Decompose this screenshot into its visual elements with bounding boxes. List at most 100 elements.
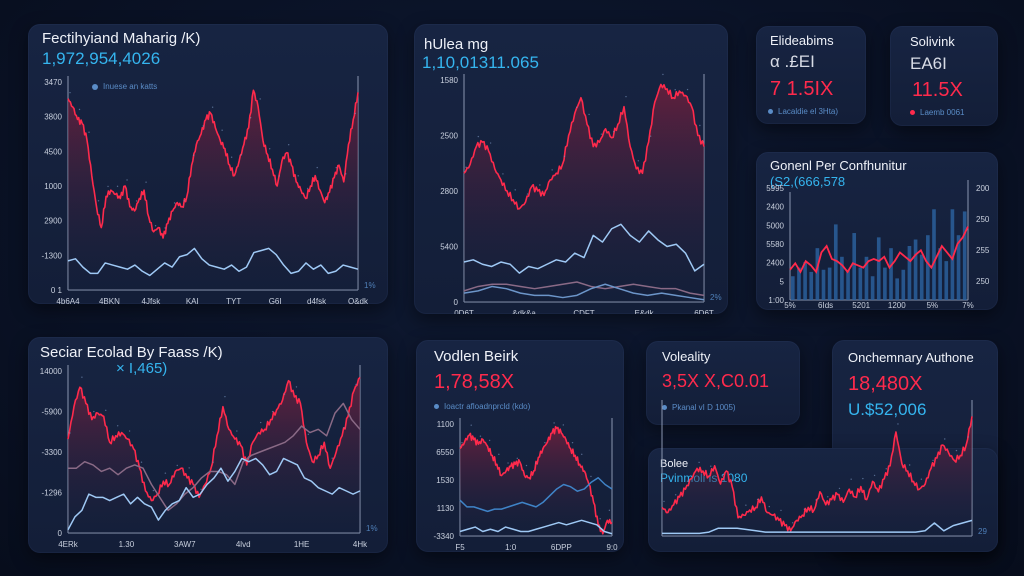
panel-4: Solivink EA6I 11.5X Laemb 0061 bbox=[890, 26, 998, 126]
series-line-blue bbox=[459, 477, 613, 513]
bar bbox=[870, 276, 875, 300]
noise-dot bbox=[590, 475, 592, 478]
noise-dot bbox=[710, 465, 712, 467]
noise-dot bbox=[259, 98, 261, 100]
series-line-red bbox=[463, 83, 705, 210]
noise-dot bbox=[88, 131, 90, 133]
noise-dot bbox=[873, 474, 876, 477]
noise-dot bbox=[164, 227, 166, 229]
bar bbox=[846, 269, 850, 300]
bar bbox=[919, 254, 924, 300]
panel-4-legend-label: Laemb 0061 bbox=[920, 108, 965, 117]
series-line-lightblue bbox=[67, 457, 361, 531]
bar bbox=[883, 267, 887, 300]
noise-dot bbox=[637, 160, 640, 162]
noise-dot bbox=[571, 441, 574, 444]
x-tick-label: 1:0 bbox=[505, 543, 517, 552]
noise-dot bbox=[674, 494, 677, 496]
y-tick-label: 0 bbox=[454, 298, 459, 307]
noise-dot bbox=[287, 144, 290, 146]
bar bbox=[932, 209, 936, 300]
panel-1-value: 1,972,954,4026 bbox=[42, 49, 161, 68]
x-tick-label: 5201 bbox=[852, 301, 870, 310]
noise-dot bbox=[815, 499, 817, 501]
y-tick-label: -3300 bbox=[42, 448, 63, 457]
y-tick-label: 5 bbox=[780, 277, 785, 286]
noise-dot bbox=[278, 175, 280, 177]
noise-dot bbox=[600, 133, 603, 135]
noise-dot bbox=[507, 462, 509, 464]
noise-dot bbox=[745, 504, 747, 506]
x-tick-label: 6D6T bbox=[694, 309, 714, 314]
panel-7-legend: Ioactr afloadnprcld (kdo) bbox=[434, 402, 530, 411]
noise-dot bbox=[331, 457, 333, 459]
x-tick-label: KAI bbox=[186, 297, 199, 304]
x-tick-label: 1HE bbox=[294, 540, 310, 549]
y-tick-label: 1000 bbox=[44, 182, 62, 191]
bar bbox=[840, 256, 844, 300]
panel-10-title: Bolee bbox=[660, 458, 689, 470]
noise-dot bbox=[967, 436, 969, 438]
panel-1-legend-label: Inuese an katts bbox=[103, 82, 158, 91]
chart-1: 3470 3800 4500 1000 2900 -1300 0 1 4b6A4 4BKN 4Jf… bbox=[42, 76, 376, 304]
bar bbox=[797, 267, 801, 300]
noise-dot bbox=[862, 477, 864, 480]
y-tick-label: 5995 bbox=[766, 184, 784, 193]
y-tick-label: 2900 bbox=[44, 217, 62, 226]
noise-dot bbox=[211, 106, 214, 108]
panel-3-value: 7 1.5IX bbox=[770, 78, 834, 100]
noise-dot bbox=[756, 498, 759, 501]
noise-dot bbox=[699, 124, 701, 127]
y-tick-label: 6550 bbox=[436, 448, 454, 457]
y-tick-label: 1530 bbox=[436, 476, 454, 485]
x-tick-label: 6DPP bbox=[551, 543, 572, 552]
panel-9-title: Onchemnary Authone bbox=[848, 350, 974, 365]
panel-9-value-blue: U.$52,006 bbox=[848, 400, 927, 419]
noise-dot bbox=[488, 439, 491, 442]
noise-dot bbox=[662, 73, 664, 76]
noise-dot bbox=[236, 430, 238, 432]
series-line-lightblue bbox=[463, 223, 705, 274]
noise-dot bbox=[479, 435, 482, 437]
noise-dot bbox=[920, 478, 923, 480]
noise-dot bbox=[686, 480, 689, 482]
noise-dot bbox=[307, 187, 309, 190]
bar bbox=[791, 276, 795, 300]
noise-dot bbox=[850, 478, 852, 480]
noise-dot bbox=[544, 441, 546, 444]
noise-dot bbox=[259, 421, 262, 424]
noise-dot bbox=[145, 181, 147, 183]
noise-dot bbox=[803, 508, 806, 510]
y-tick-label: 0 1 bbox=[51, 286, 63, 295]
panel-7-title: Vodlen Beirk bbox=[434, 348, 519, 365]
noise-dot bbox=[489, 142, 492, 144]
noise-dot bbox=[355, 383, 357, 386]
noise-dot bbox=[78, 108, 81, 111]
x-tick-label: 0D6T bbox=[454, 309, 474, 314]
noise-dot bbox=[955, 449, 958, 452]
x-tick-label: 1200 bbox=[888, 301, 906, 310]
noise-dot bbox=[154, 225, 157, 227]
noise-dot bbox=[224, 395, 226, 398]
panel-8-legend-label: Pkanal vI D 1005) bbox=[672, 403, 736, 412]
noise-dot bbox=[307, 433, 310, 435]
noise-dot bbox=[551, 169, 553, 171]
bar bbox=[803, 262, 807, 300]
panel-3: Elideabims α .£EI 7 1.5IX Lacaldie el 3H… bbox=[756, 26, 866, 124]
x-tick-label: CDFT bbox=[573, 309, 594, 314]
series-line-lightblue bbox=[67, 247, 359, 277]
y-tick-label: -1300 bbox=[42, 251, 63, 260]
bar bbox=[962, 211, 967, 300]
panel-7: Vodlen Beirk 1,78,58X Ioactr afloadnprcl… bbox=[416, 340, 624, 552]
legend-dot-icon bbox=[662, 405, 667, 410]
y-tick-label: 2500 bbox=[440, 132, 458, 141]
bar bbox=[876, 237, 881, 300]
noise-dot bbox=[827, 496, 829, 498]
x-tick-label: Q&dk bbox=[348, 297, 369, 304]
noise-dot bbox=[470, 424, 472, 426]
noise-dot bbox=[944, 438, 946, 440]
right-label: 1% bbox=[364, 281, 376, 290]
noise-dot bbox=[295, 386, 298, 388]
noise-dot bbox=[649, 135, 652, 137]
panel-3-sub: α .£EI bbox=[770, 52, 815, 71]
